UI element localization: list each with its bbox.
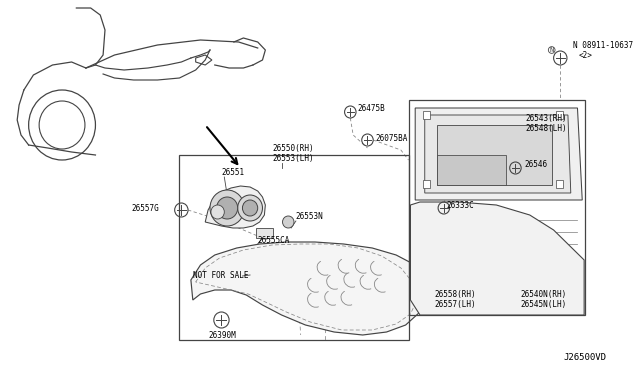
Text: <2>: <2> [579, 51, 592, 60]
Text: 26390M: 26390M [208, 331, 236, 340]
Text: 26333C: 26333C [447, 201, 474, 209]
Text: 26546: 26546 [524, 160, 547, 169]
Circle shape [211, 205, 224, 219]
Circle shape [217, 197, 237, 219]
Circle shape [237, 195, 262, 221]
Text: 26551: 26551 [221, 167, 244, 176]
Bar [556, 180, 563, 188]
Text: 26555CA: 26555CA [258, 235, 290, 244]
Polygon shape [425, 115, 571, 193]
Circle shape [282, 216, 294, 228]
Circle shape [243, 200, 258, 216]
Text: 26553(LH): 26553(LH) [272, 154, 314, 163]
Polygon shape [205, 186, 266, 228]
Text: 26075BA: 26075BA [375, 134, 408, 142]
Text: N 08911-10637: N 08911-10637 [573, 41, 633, 49]
Polygon shape [415, 108, 582, 200]
Bar [179, 155, 408, 340]
Text: 26553N: 26553N [296, 212, 324, 221]
Polygon shape [437, 125, 552, 185]
Polygon shape [410, 202, 584, 315]
Text: 26558(RH): 26558(RH) [435, 289, 476, 298]
Text: 26548(LH): 26548(LH) [525, 124, 566, 132]
Text: 26475B: 26475B [358, 103, 386, 112]
Bar [556, 111, 563, 119]
Text: 26545N(LH): 26545N(LH) [520, 299, 566, 308]
Polygon shape [191, 242, 428, 335]
Bar [256, 228, 273, 238]
Text: 26550(RH): 26550(RH) [272, 144, 314, 153]
Bar [423, 180, 431, 188]
Text: NOT FOR SALE: NOT FOR SALE [193, 272, 248, 280]
Bar [423, 111, 431, 119]
Text: 26557(LH): 26557(LH) [435, 299, 476, 308]
Bar [408, 100, 585, 315]
Circle shape [210, 190, 244, 226]
Text: J26500VD: J26500VD [563, 353, 606, 362]
Text: 26557G: 26557G [132, 203, 159, 212]
Polygon shape [437, 155, 506, 185]
Text: N: N [550, 47, 554, 53]
Text: 26543(RH): 26543(RH) [525, 113, 566, 122]
Text: 26540N(RH): 26540N(RH) [520, 289, 566, 298]
